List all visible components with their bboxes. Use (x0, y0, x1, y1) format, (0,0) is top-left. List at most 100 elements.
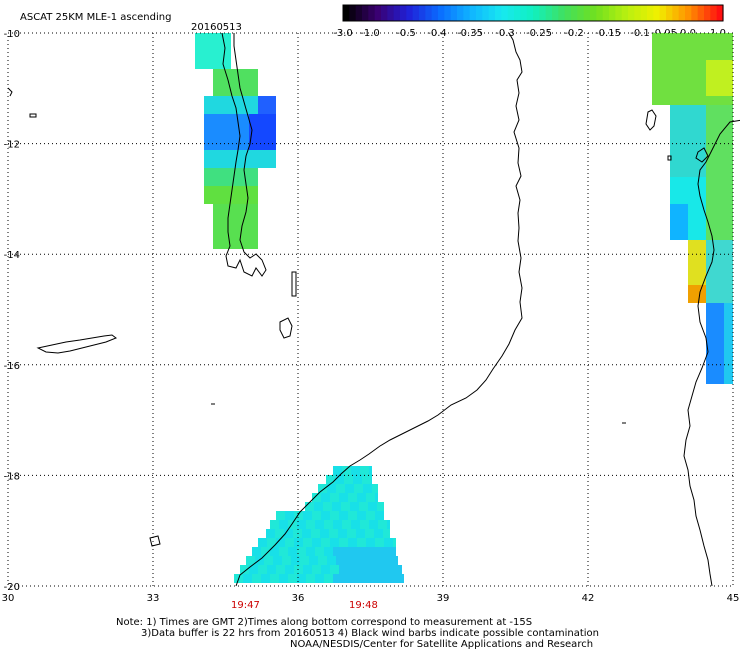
wind-cell (270, 547, 279, 556)
wind-cell (706, 204, 715, 213)
wind-cell (333, 520, 342, 529)
wind-cell (724, 159, 733, 168)
wind-cell (679, 168, 688, 177)
wind-cell (688, 78, 697, 87)
wind-cell (267, 123, 276, 132)
wind-cell (670, 168, 679, 177)
wind-cell (213, 231, 222, 240)
wind-cell (724, 69, 733, 78)
note-line-3: NOAA/NESDIS/Center for Satellite Applica… (290, 639, 593, 650)
wind-cell (222, 141, 231, 150)
wind-cell (231, 240, 240, 249)
wind-cell (697, 213, 706, 222)
colorbar-label: -0.2 (564, 28, 584, 39)
wind-cell (688, 159, 697, 168)
wind-cell (297, 547, 306, 556)
wind-cell (688, 213, 697, 222)
wind-cell (697, 114, 706, 123)
colorbar-segment (431, 5, 439, 21)
wind-cell (670, 78, 679, 87)
colorbar-segment (362, 5, 369, 21)
wind-cell (231, 177, 240, 186)
wind-cell (249, 177, 258, 186)
colorbar-segment (343, 5, 350, 21)
wind-cell (240, 186, 249, 195)
wind-cell (697, 267, 706, 276)
wind-cell (688, 33, 697, 42)
wind-cell (222, 78, 231, 87)
wind-cell (249, 105, 258, 114)
colorbar-segment (355, 5, 363, 21)
wind-cell (688, 168, 697, 177)
wind-cell (240, 105, 249, 114)
wind-cell (306, 520, 315, 529)
wind-cell (213, 60, 222, 69)
colorbar-segment (697, 5, 705, 21)
wind-cell (375, 511, 384, 520)
wind-cell (715, 285, 724, 294)
wind-cell (356, 529, 365, 538)
wind-cell (306, 547, 315, 556)
colorbar-segment (628, 5, 635, 21)
wind-cell (240, 96, 249, 105)
wind-cell (715, 96, 724, 105)
wind-cell (369, 574, 378, 583)
wind-cell (240, 132, 249, 141)
wind-cell (335, 475, 344, 484)
wind-cell (368, 502, 377, 511)
wind-cell (688, 258, 697, 267)
wind-cell (261, 574, 270, 583)
longitude-label: 33 (147, 593, 160, 604)
wind-cell (240, 222, 249, 231)
wind-cell (213, 213, 222, 222)
wind-cell (706, 276, 715, 285)
wind-cell (311, 529, 320, 538)
wind-cell (357, 538, 366, 547)
latitude-label: -18 (4, 471, 20, 482)
wind-cell (724, 33, 733, 42)
wind-cell (670, 33, 679, 42)
wind-cell (688, 96, 697, 105)
wind-cell (679, 213, 688, 222)
wind-cell (670, 42, 679, 51)
wind-cell (366, 538, 375, 547)
wind-cell (378, 547, 387, 556)
wind-cell (240, 69, 249, 78)
wind-cell (715, 366, 724, 375)
wind-cell (279, 574, 288, 583)
wind-cell (715, 123, 724, 132)
wind-cell (724, 339, 733, 348)
wind-cell (345, 556, 354, 565)
colorbar-segment (400, 5, 407, 21)
wind-cell (303, 565, 312, 574)
wind-cell (213, 42, 222, 51)
wind-cell (697, 231, 706, 240)
wind-cell (688, 123, 697, 132)
wind-cell (715, 339, 724, 348)
wind-cell (204, 105, 213, 114)
wind-cell (360, 520, 369, 529)
colorbar-label: -1.0 (360, 28, 380, 39)
wind-cell (706, 303, 715, 312)
wind-cell (381, 556, 390, 565)
wind-cell (338, 529, 347, 538)
wind-cell (375, 538, 384, 547)
latitude-label: -20 (4, 582, 20, 593)
wind-cell (384, 538, 393, 547)
wind-cell (688, 240, 697, 249)
colorbar-segment (710, 5, 718, 21)
wind-cell (670, 60, 679, 69)
wind-cell (342, 520, 351, 529)
colorbar-segment (634, 5, 642, 21)
colorbar-segment (564, 5, 572, 21)
wind-cell (332, 502, 341, 511)
wind-cell (715, 87, 724, 96)
map-title: ASCAT 25KM MLE-1 ascending (20, 12, 171, 23)
wind-cell (222, 150, 231, 159)
colorbar-segment (450, 5, 458, 21)
wind-cell (706, 168, 715, 177)
wind-cell (679, 87, 688, 96)
wind-cell (706, 240, 715, 249)
wind-cell (213, 240, 222, 249)
wind-cell (661, 78, 670, 87)
